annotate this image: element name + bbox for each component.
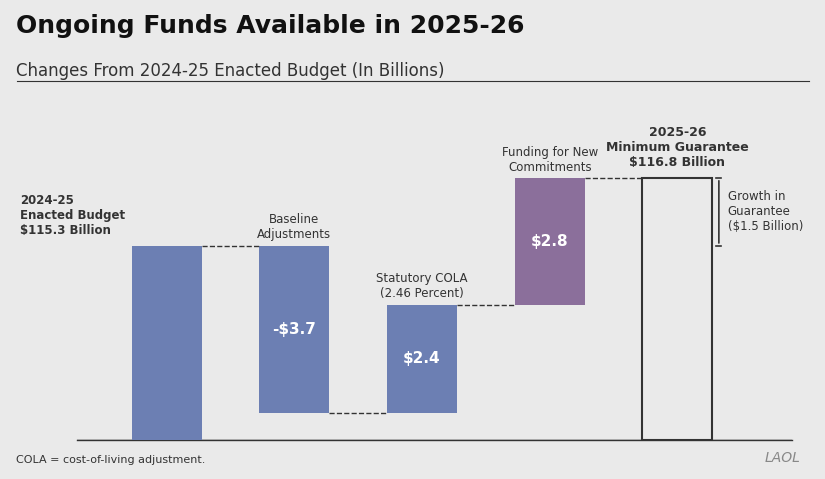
- Text: 2025-26
Minimum Guarantee
$116.8 Billion: 2025-26 Minimum Guarantee $116.8 Billion: [606, 126, 749, 169]
- Bar: [387, 305, 457, 413]
- Bar: [259, 246, 329, 413]
- Bar: [131, 246, 202, 440]
- Text: Statutory COLA
(2.46 Percent): Statutory COLA (2.46 Percent): [376, 272, 468, 300]
- Text: Ongoing Funds Available in 2025-26: Ongoing Funds Available in 2025-26: [16, 14, 525, 38]
- Text: -$3.7: -$3.7: [272, 322, 316, 337]
- Text: Baseline
Adjustments: Baseline Adjustments: [257, 213, 332, 241]
- Text: 2024-25
Enacted Budget
$115.3 Billion: 2024-25 Enacted Budget $115.3 Billion: [20, 194, 125, 237]
- Bar: [515, 178, 585, 305]
- Text: Growth in
Guarantee
($1.5 Billion): Growth in Guarantee ($1.5 Billion): [728, 191, 804, 233]
- Text: LAOL: LAOL: [765, 451, 800, 465]
- Text: Changes From 2024-25 Enacted Budget (In Billions): Changes From 2024-25 Enacted Budget (In …: [16, 62, 445, 80]
- Text: COLA = cost-of-living adjustment.: COLA = cost-of-living adjustment.: [16, 455, 206, 465]
- Text: $2.8: $2.8: [531, 234, 568, 249]
- Text: $2.4: $2.4: [403, 351, 441, 366]
- Text: Funding for New
Commitments: Funding for New Commitments: [502, 146, 598, 173]
